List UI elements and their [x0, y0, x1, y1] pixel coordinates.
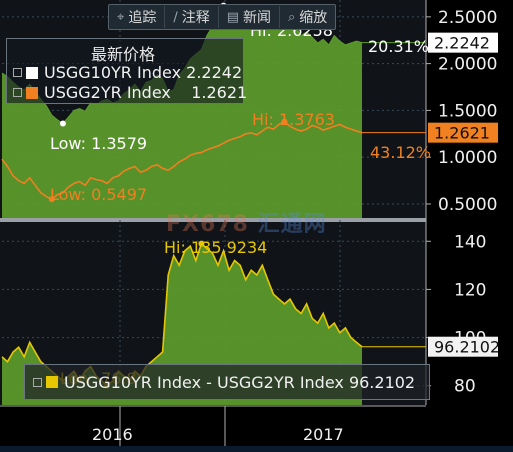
track-label: 追踪	[128, 10, 157, 26]
news-button[interactable]: ▤ 新闻	[219, 6, 281, 28]
legend-label-spread: USGG10YR Index - USGG2YR Index 96.2102	[64, 372, 416, 392]
news-ticker-bar	[0, 446, 513, 452]
toggle-box-icon[interactable]	[33, 377, 42, 387]
crosshair-icon: ⌖	[117, 9, 125, 25]
x-axis-background	[0, 405, 513, 446]
last-value-tag	[428, 336, 498, 357]
panel-divider	[0, 218, 426, 222]
news-label: 新闻	[243, 10, 272, 26]
watermark-text: FX678	[166, 212, 249, 237]
legend-label-2yr: USGG2YR Index 1.2621	[44, 83, 248, 102]
legend-row-10yr[interactable]: USGG10YR Index 2.2242	[13, 63, 242, 82]
legend-label-10yr: USGG10YR Index 2.2242	[44, 63, 243, 82]
annotation-change-10yr: 20.31%	[368, 37, 429, 56]
annotation-change-2yr: 43.12%	[370, 143, 431, 162]
legend-row-2yr[interactable]: USGG2YR Index 1.2621	[13, 83, 247, 102]
magnifier-icon: ⌕	[288, 9, 296, 25]
legend-swatch-spread	[46, 376, 58, 388]
legend-swatch-10yr	[26, 66, 38, 79]
y-tick-label: 2.5000	[438, 8, 497, 28]
legend-swatch-2yr	[26, 86, 38, 99]
zoom-button[interactable]: ⌕ 缩放	[280, 6, 335, 28]
y-tick-label: 120	[454, 280, 486, 300]
annotation-hi-spread: Hi: 135.9234	[164, 238, 267, 257]
last-value-label: 2.2242	[434, 34, 490, 53]
y-tick-label: 140	[454, 232, 486, 252]
annotate-button[interactable]: ∕ 注释	[165, 6, 219, 28]
annotation-low-10yr: Low: 1.3579	[50, 134, 147, 153]
legend-title: 最新价格	[91, 45, 156, 64]
x-tick-label: 2017	[303, 425, 344, 444]
y-tick-label: 2.0000	[438, 55, 497, 75]
low-marker	[59, 120, 66, 127]
chart-toolbar: ⌖ 追踪 ∕ 注释 ▤ 新闻 ⌕ 缩放	[108, 4, 337, 30]
high-marker	[281, 118, 288, 125]
last-value-label: 1.2621	[434, 124, 490, 143]
track-button[interactable]: ⌖ 追踪	[109, 6, 166, 28]
annotation-low-2yr: Low: 0.5497	[50, 185, 147, 204]
toggle-box-icon[interactable]	[13, 68, 22, 77]
news-icon: ▤	[226, 9, 240, 25]
high-marker	[198, 240, 205, 247]
zoom-label: 缩放	[299, 10, 328, 26]
y-tick-label: 1.0000	[438, 148, 497, 168]
watermark-logo: FX678 汇通网	[166, 206, 327, 238]
x-tick-label: 2016	[92, 425, 133, 444]
series-line	[1, 120, 363, 201]
low-marker	[48, 196, 55, 203]
watermark-text-cn: 汇通网	[257, 212, 327, 237]
toggle-box-icon[interactable]	[13, 88, 22, 97]
annotate-label: 注释	[181, 10, 210, 26]
last-value-tag	[428, 32, 498, 53]
legend-bottom[interactable]: USGG10YR Index - USGG2YR Index 96.2102	[24, 364, 430, 400]
last-value-label: 96.2102	[434, 338, 500, 357]
series-area	[2, 5, 362, 218]
annotation-hi-2yr: Hi: 1.3763	[252, 110, 335, 129]
legend-top: 最新价格 USGG10YR Index 2.2242 USGG2YR Index…	[6, 38, 247, 104]
y-tick-label: 0.5000	[438, 195, 497, 215]
y-tick-label: 1.5000	[438, 101, 497, 121]
pencil-icon: ∕	[173, 9, 178, 25]
y-tick-label: 80	[454, 377, 476, 397]
last-value-tag	[428, 122, 498, 143]
